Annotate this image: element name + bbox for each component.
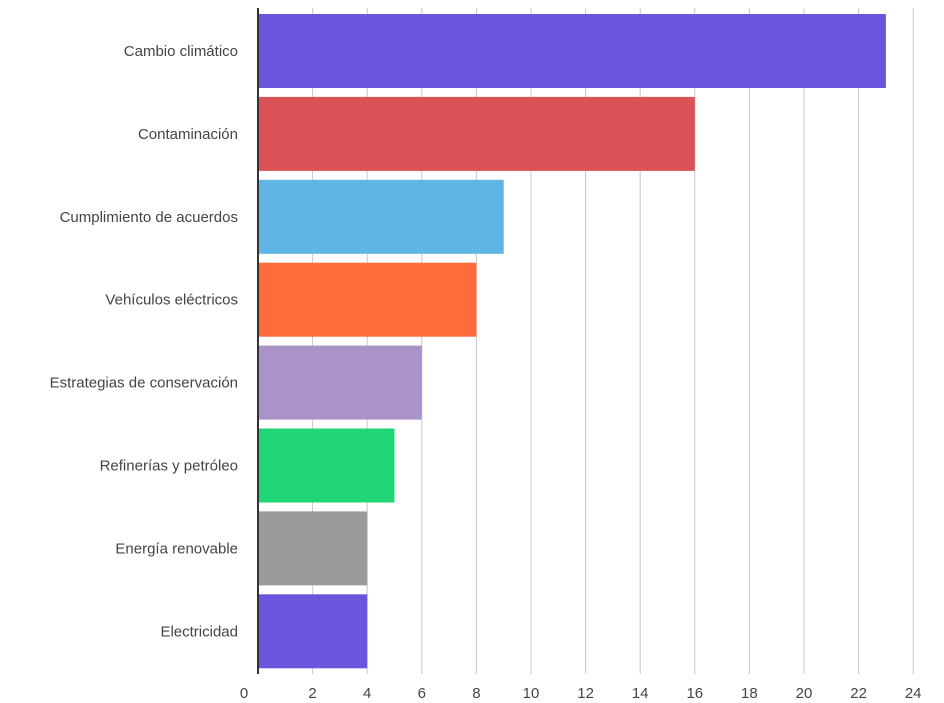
x-tick-label: 20 [796,685,813,702]
bar-6 [258,428,395,503]
x-tick-label: 12 [577,685,594,702]
x-tick-label: 18 [741,685,758,702]
x-tick-label: 0 [240,685,248,702]
bars [258,14,886,669]
x-tick-label: 22 [850,685,867,702]
x-tick-label: 16 [686,685,703,702]
category-label: Energía renovable [115,540,238,557]
bar-7 [258,511,368,586]
category-label: Cambio climático [124,43,238,60]
bar-3 [258,179,504,254]
bar-1 [258,14,886,88]
x-tick-label: 24 [905,685,922,702]
bar-5 [258,345,422,420]
x-tick-label: 14 [632,685,649,702]
x-tick-labels: 0 2 4 6 8 10 12 14 16 18 20 22 24 [240,685,922,702]
bar-4 [258,262,477,337]
category-label: Vehículos eléctricos [105,292,238,309]
category-label: Electricidad [160,623,238,640]
x-tick-label: 2 [308,685,316,702]
bar-8 [258,594,368,669]
category-label: Refinerías y petróleo [100,458,238,475]
x-tick-label: 4 [363,685,371,702]
category-label: Estrategias de conservación [50,375,238,392]
x-tick-label: 6 [418,685,426,702]
x-tick-label: 8 [472,685,480,702]
category-labels: Cambio climático Contaminación Cumplimient… [50,43,238,640]
category-label: Contaminación [138,126,238,143]
x-tick-label: 10 [523,685,540,702]
category-label: Cumplimiento de acuerdos [60,209,238,226]
bar-2 [258,96,695,171]
